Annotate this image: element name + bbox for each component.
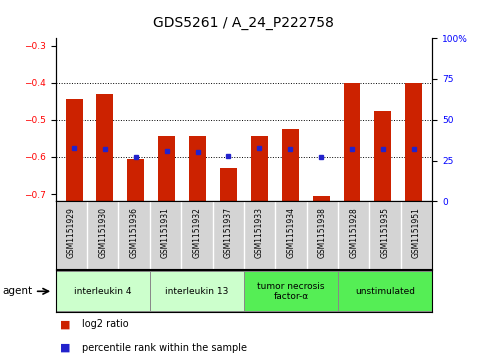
Text: GDS5261 / A_24_P222758: GDS5261 / A_24_P222758 xyxy=(154,16,334,30)
Text: GSM1151936: GSM1151936 xyxy=(129,207,139,258)
Text: tumor necrosis
factor-α: tumor necrosis factor-α xyxy=(257,282,325,301)
Bar xyxy=(313,196,329,201)
Text: unstimulated: unstimulated xyxy=(355,287,415,296)
Text: percentile rank within the sample: percentile rank within the sample xyxy=(82,343,247,353)
Bar xyxy=(244,271,338,311)
Text: agent: agent xyxy=(2,286,32,296)
Text: GSM1151932: GSM1151932 xyxy=(192,207,201,258)
Text: GSM1151930: GSM1151930 xyxy=(98,207,107,258)
Text: GSM1151931: GSM1151931 xyxy=(161,207,170,258)
Bar xyxy=(282,129,298,201)
Bar xyxy=(128,159,144,201)
Text: GSM1151937: GSM1151937 xyxy=(224,207,233,258)
Bar xyxy=(251,136,268,201)
Text: GSM1151933: GSM1151933 xyxy=(255,207,264,258)
Bar xyxy=(343,83,360,201)
Text: GSM1151938: GSM1151938 xyxy=(318,207,327,258)
Text: interleukin 4: interleukin 4 xyxy=(74,287,131,296)
Text: ■: ■ xyxy=(60,343,71,353)
Text: interleukin 13: interleukin 13 xyxy=(165,287,228,296)
Bar xyxy=(66,99,83,201)
Bar xyxy=(158,136,175,201)
Text: GSM1151929: GSM1151929 xyxy=(67,207,76,258)
Bar xyxy=(374,110,391,201)
Text: GSM1151935: GSM1151935 xyxy=(381,207,390,258)
Bar xyxy=(150,271,244,311)
Text: log2 ratio: log2 ratio xyxy=(82,319,129,330)
Text: GSM1151951: GSM1151951 xyxy=(412,207,421,258)
Bar xyxy=(189,136,206,201)
Bar xyxy=(338,271,432,311)
Text: ■: ■ xyxy=(60,319,71,330)
Bar xyxy=(405,83,422,201)
Bar xyxy=(56,271,150,311)
Text: GSM1151934: GSM1151934 xyxy=(286,207,296,258)
Bar xyxy=(97,94,114,201)
Bar xyxy=(220,168,237,201)
Text: GSM1151928: GSM1151928 xyxy=(349,207,358,258)
